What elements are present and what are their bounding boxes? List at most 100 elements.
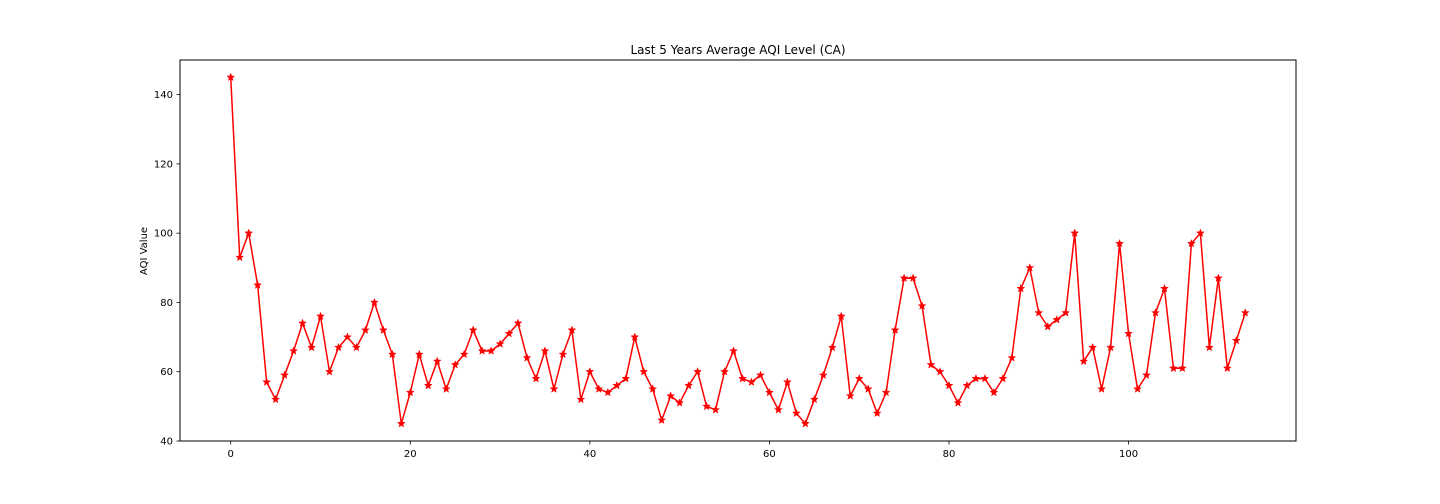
data-point — [325, 367, 334, 376]
data-point — [1043, 321, 1053, 331]
data-point — [1133, 384, 1143, 393]
data-point — [549, 384, 559, 393]
data-point — [316, 311, 325, 321]
data-point — [1159, 283, 1169, 293]
data-point — [1204, 342, 1214, 352]
data-point — [1034, 308, 1044, 317]
data-point — [486, 346, 496, 355]
data-point — [432, 356, 442, 366]
data-point — [235, 252, 245, 262]
data-point — [405, 387, 415, 397]
data-point — [917, 301, 927, 310]
data-point — [980, 373, 990, 383]
data-point — [863, 384, 873, 393]
data-point — [603, 387, 613, 397]
data-point — [845, 391, 855, 400]
data-point — [711, 405, 721, 414]
data-point — [989, 387, 999, 397]
data-point — [342, 332, 352, 341]
data-point — [1240, 308, 1250, 317]
data-point — [657, 415, 667, 425]
data-point — [621, 373, 631, 383]
data-point — [576, 394, 586, 404]
data-point — [351, 342, 361, 352]
data-point — [881, 387, 891, 397]
data-point — [468, 325, 478, 334]
data-point — [872, 408, 882, 418]
data-point — [800, 418, 810, 428]
data-point — [1142, 370, 1151, 379]
data-point — [827, 342, 837, 352]
data-point — [558, 349, 568, 359]
data-point — [307, 342, 317, 352]
data-point — [935, 367, 945, 376]
data-point — [1052, 315, 1062, 324]
data-point — [378, 325, 388, 334]
axis-ticks: 0 20 40 60 80 100 40 60 80 100 120 140 — [154, 90, 1138, 460]
data-point — [423, 380, 433, 390]
data-point — [944, 380, 954, 390]
data-point — [504, 328, 514, 338]
data-point — [244, 228, 254, 237]
data-point — [899, 273, 909, 283]
data-point — [971, 373, 981, 383]
y-axis-label: AQI Value — [139, 227, 150, 275]
data-point — [333, 342, 343, 352]
data-point — [531, 373, 541, 383]
data-point — [890, 325, 900, 334]
data-point — [675, 398, 685, 407]
data-point — [1124, 328, 1134, 338]
data-point — [1186, 238, 1196, 248]
y-tick-label: 80 — [160, 298, 173, 309]
data-point — [289, 346, 299, 355]
data-point — [908, 273, 918, 283]
data-point — [1025, 263, 1035, 272]
data-point — [962, 380, 972, 390]
data-point — [226, 72, 236, 82]
data-point — [755, 370, 765, 380]
data-point — [738, 373, 747, 383]
data-point — [630, 332, 640, 341]
data-point — [1070, 228, 1080, 237]
data-point — [1195, 228, 1205, 237]
data-point — [414, 349, 424, 359]
data-point — [1177, 363, 1187, 373]
data-point — [693, 367, 703, 376]
data-point — [764, 387, 774, 397]
data-point — [495, 339, 505, 348]
data-point — [396, 418, 406, 428]
data-point — [1007, 353, 1017, 362]
data-point — [459, 349, 469, 359]
data-point — [540, 346, 550, 355]
data-point — [567, 325, 577, 334]
y-tick-label: 120 — [154, 159, 173, 170]
data-point — [1213, 273, 1223, 283]
data-point — [441, 384, 451, 393]
data-point — [280, 370, 290, 380]
data-point — [773, 405, 783, 414]
data-point — [594, 384, 604, 393]
data-point — [836, 311, 846, 321]
series-markers — [226, 72, 1250, 428]
data-point — [1222, 363, 1232, 373]
data-point — [791, 408, 801, 418]
x-tick-label: 60 — [763, 449, 776, 460]
series-line — [229, 77, 1246, 426]
data-point — [782, 377, 792, 386]
data-point — [1079, 356, 1089, 366]
y-tick-label: 40 — [160, 437, 173, 448]
data-point — [1106, 342, 1116, 352]
data-point — [648, 384, 658, 393]
data-point — [1097, 384, 1107, 393]
data-point — [998, 373, 1008, 383]
x-tick-label: 20 — [404, 449, 417, 460]
data-point — [1115, 238, 1125, 248]
data-point — [522, 353, 532, 362]
y-tick-label: 140 — [154, 90, 173, 101]
data-point — [1151, 308, 1160, 317]
data-point — [513, 318, 523, 328]
data-point — [262, 377, 272, 386]
data-point — [253, 280, 263, 289]
data-point — [1061, 308, 1071, 317]
